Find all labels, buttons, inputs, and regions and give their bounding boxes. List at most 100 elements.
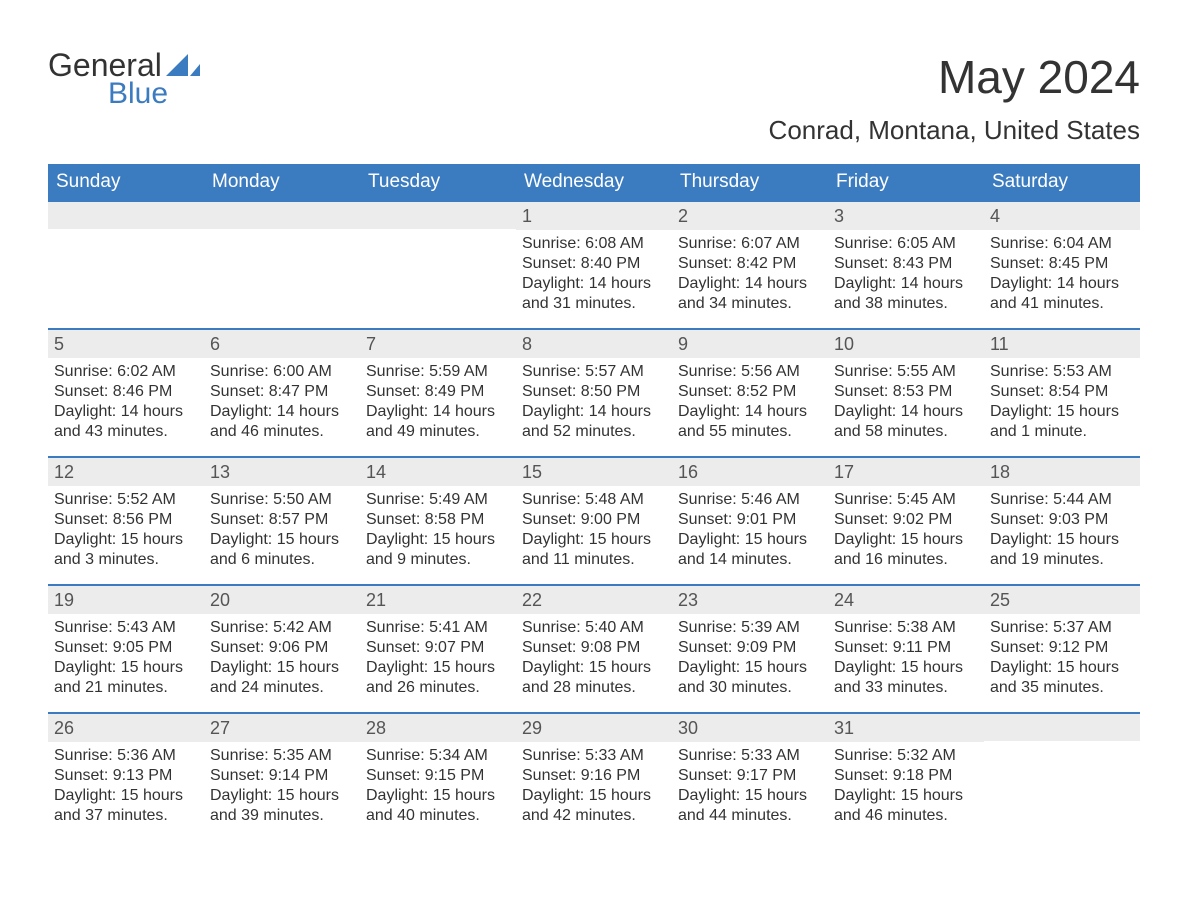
day-cell: 31Sunrise: 5:32 AMSunset: 9:18 PMDayligh… [828, 714, 984, 840]
day-cell [984, 714, 1140, 840]
sunrise-text: Sunrise: 5:55 AM [834, 362, 978, 382]
daylight-text: Daylight: 15 hours and 44 minutes. [678, 786, 822, 826]
day-cell: 27Sunrise: 5:35 AMSunset: 9:14 PMDayligh… [204, 714, 360, 840]
day-number: 10 [828, 330, 984, 359]
daylight-text: Daylight: 14 hours and 58 minutes. [834, 402, 978, 442]
sunset-text: Sunset: 9:03 PM [990, 510, 1134, 530]
sunset-text: Sunset: 9:05 PM [54, 638, 198, 658]
day-cell: 21Sunrise: 5:41 AMSunset: 9:07 PMDayligh… [360, 586, 516, 712]
day-content: Sunrise: 5:43 AMSunset: 9:05 PMDaylight:… [48, 614, 204, 706]
logo: General Blue [48, 50, 200, 109]
day-content: Sunrise: 5:53 AMSunset: 8:54 PMDaylight:… [984, 358, 1140, 450]
sunset-text: Sunset: 8:49 PM [366, 382, 510, 402]
day-content: Sunrise: 5:32 AMSunset: 9:18 PMDaylight:… [828, 742, 984, 834]
day-cell: 22Sunrise: 5:40 AMSunset: 9:08 PMDayligh… [516, 586, 672, 712]
day-number: 14 [360, 458, 516, 487]
daylight-text: Daylight: 14 hours and 55 minutes. [678, 402, 822, 442]
week-row: 5Sunrise: 6:02 AMSunset: 8:46 PMDaylight… [48, 328, 1140, 456]
day-cell: 3Sunrise: 6:05 AMSunset: 8:43 PMDaylight… [828, 202, 984, 328]
day-cell: 11Sunrise: 5:53 AMSunset: 8:54 PMDayligh… [984, 330, 1140, 456]
week-row: 12Sunrise: 5:52 AMSunset: 8:56 PMDayligh… [48, 456, 1140, 584]
sunset-text: Sunset: 9:15 PM [366, 766, 510, 786]
day-cell: 16Sunrise: 5:46 AMSunset: 9:01 PMDayligh… [672, 458, 828, 584]
daylight-text: Daylight: 15 hours and 30 minutes. [678, 658, 822, 698]
sunset-text: Sunset: 9:02 PM [834, 510, 978, 530]
day-content: Sunrise: 5:38 AMSunset: 9:11 PMDaylight:… [828, 614, 984, 706]
sunrise-text: Sunrise: 5:56 AM [678, 362, 822, 382]
day-content: Sunrise: 6:04 AMSunset: 8:45 PMDaylight:… [984, 230, 1140, 322]
day-number: 4 [984, 202, 1140, 231]
day-number: 2 [672, 202, 828, 231]
dayhead-sun: Sunday [48, 164, 204, 200]
day-cell: 4Sunrise: 6:04 AMSunset: 8:45 PMDaylight… [984, 202, 1140, 328]
sunrise-text: Sunrise: 5:33 AM [522, 746, 666, 766]
sunset-text: Sunset: 9:00 PM [522, 510, 666, 530]
sunset-text: Sunset: 9:06 PM [210, 638, 354, 658]
daylight-text: Daylight: 15 hours and 37 minutes. [54, 786, 198, 826]
dayhead-tue: Tuesday [360, 164, 516, 200]
sunrise-text: Sunrise: 5:43 AM [54, 618, 198, 638]
day-number: 26 [48, 714, 204, 743]
day-cell: 25Sunrise: 5:37 AMSunset: 9:12 PMDayligh… [984, 586, 1140, 712]
day-number: 25 [984, 586, 1140, 615]
daylight-text: Daylight: 15 hours and 6 minutes. [210, 530, 354, 570]
day-number: 31 [828, 714, 984, 743]
daylight-text: Daylight: 15 hours and 24 minutes. [210, 658, 354, 698]
sunrise-text: Sunrise: 5:49 AM [366, 490, 510, 510]
day-cell: 2Sunrise: 6:07 AMSunset: 8:42 PMDaylight… [672, 202, 828, 328]
day-cell: 24Sunrise: 5:38 AMSunset: 9:11 PMDayligh… [828, 586, 984, 712]
daylight-text: Daylight: 14 hours and 34 minutes. [678, 274, 822, 314]
daylight-text: Daylight: 15 hours and 42 minutes. [522, 786, 666, 826]
day-content: Sunrise: 6:07 AMSunset: 8:42 PMDaylight:… [672, 230, 828, 322]
sunset-text: Sunset: 9:01 PM [678, 510, 822, 530]
week-row: 26Sunrise: 5:36 AMSunset: 9:13 PMDayligh… [48, 712, 1140, 840]
day-number: 17 [828, 458, 984, 487]
day-content: Sunrise: 5:36 AMSunset: 9:13 PMDaylight:… [48, 742, 204, 834]
day-number: 19 [48, 586, 204, 615]
sunrise-text: Sunrise: 5:36 AM [54, 746, 198, 766]
day-number: 29 [516, 714, 672, 743]
sunrise-text: Sunrise: 5:32 AM [834, 746, 978, 766]
day-cell: 1Sunrise: 6:08 AMSunset: 8:40 PMDaylight… [516, 202, 672, 328]
sunrise-text: Sunrise: 6:08 AM [522, 234, 666, 254]
day-content: Sunrise: 5:49 AMSunset: 8:58 PMDaylight:… [360, 486, 516, 578]
day-header-row: Sunday Monday Tuesday Wednesday Thursday… [48, 164, 1140, 200]
sunrise-text: Sunrise: 5:42 AM [210, 618, 354, 638]
sunrise-text: Sunrise: 5:48 AM [522, 490, 666, 510]
day-cell [204, 202, 360, 328]
sunset-text: Sunset: 9:12 PM [990, 638, 1134, 658]
day-content: Sunrise: 5:52 AMSunset: 8:56 PMDaylight:… [48, 486, 204, 578]
day-number: 21 [360, 586, 516, 615]
day-content: Sunrise: 5:56 AMSunset: 8:52 PMDaylight:… [672, 358, 828, 450]
sunset-text: Sunset: 8:42 PM [678, 254, 822, 274]
daylight-text: Daylight: 15 hours and 1 minute. [990, 402, 1134, 442]
day-number [48, 202, 204, 229]
day-cell: 15Sunrise: 5:48 AMSunset: 9:00 PMDayligh… [516, 458, 672, 584]
sunrise-text: Sunrise: 5:38 AM [834, 618, 978, 638]
day-cell: 9Sunrise: 5:56 AMSunset: 8:52 PMDaylight… [672, 330, 828, 456]
day-cell: 6Sunrise: 6:00 AMSunset: 8:47 PMDaylight… [204, 330, 360, 456]
day-cell: 23Sunrise: 5:39 AMSunset: 9:09 PMDayligh… [672, 586, 828, 712]
day-number: 24 [828, 586, 984, 615]
day-cell: 26Sunrise: 5:36 AMSunset: 9:13 PMDayligh… [48, 714, 204, 840]
sunrise-text: Sunrise: 6:05 AM [834, 234, 978, 254]
day-content: Sunrise: 5:42 AMSunset: 9:06 PMDaylight:… [204, 614, 360, 706]
sunrise-text: Sunrise: 5:50 AM [210, 490, 354, 510]
daylight-text: Daylight: 14 hours and 52 minutes. [522, 402, 666, 442]
logo-sail-icon [166, 50, 200, 80]
sunrise-text: Sunrise: 5:39 AM [678, 618, 822, 638]
sunrise-text: Sunrise: 5:59 AM [366, 362, 510, 382]
sunrise-text: Sunrise: 6:00 AM [210, 362, 354, 382]
sunset-text: Sunset: 9:08 PM [522, 638, 666, 658]
day-content: Sunrise: 5:35 AMSunset: 9:14 PMDaylight:… [204, 742, 360, 834]
sunset-text: Sunset: 8:57 PM [210, 510, 354, 530]
daylight-text: Daylight: 15 hours and 46 minutes. [834, 786, 978, 826]
sunset-text: Sunset: 8:56 PM [54, 510, 198, 530]
day-number: 22 [516, 586, 672, 615]
day-number: 23 [672, 586, 828, 615]
day-cell: 14Sunrise: 5:49 AMSunset: 8:58 PMDayligh… [360, 458, 516, 584]
sunset-text: Sunset: 8:43 PM [834, 254, 978, 274]
day-number: 27 [204, 714, 360, 743]
daylight-text: Daylight: 15 hours and 33 minutes. [834, 658, 978, 698]
sunset-text: Sunset: 8:58 PM [366, 510, 510, 530]
